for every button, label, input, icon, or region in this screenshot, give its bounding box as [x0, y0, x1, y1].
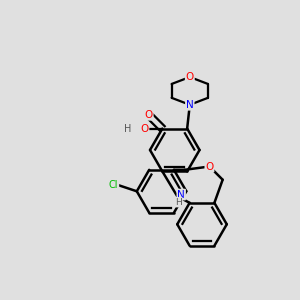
- Text: N: N: [186, 100, 194, 110]
- Text: Cl: Cl: [109, 180, 118, 190]
- Text: O: O: [140, 124, 148, 134]
- Text: N: N: [177, 190, 185, 200]
- Text: H: H: [175, 198, 182, 207]
- Text: O: O: [145, 110, 153, 120]
- Text: O: O: [186, 72, 194, 82]
- Text: O: O: [205, 161, 214, 172]
- Text: H: H: [124, 124, 132, 134]
